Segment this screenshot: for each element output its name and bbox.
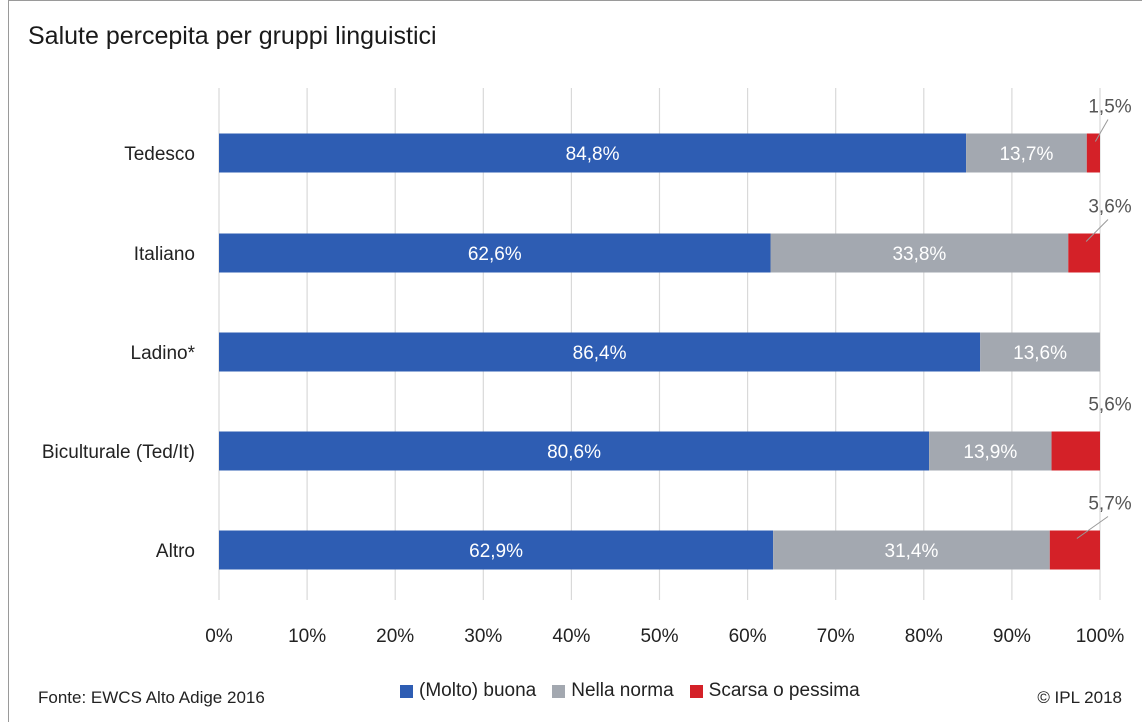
x-tick-label: 60%: [729, 626, 767, 647]
bar-segment: [1068, 233, 1100, 273]
legend-item-nella-norma: Nella norma: [552, 680, 674, 702]
legend-label-nella-norma: Nella norma: [571, 680, 674, 701]
x-tick-label: 90%: [993, 626, 1031, 647]
bar-value-label: 62,6%: [468, 244, 522, 265]
bar-segment: [773, 530, 1050, 570]
legend-swatch-molto-buona: [400, 684, 413, 698]
x-tick-label: 20%: [376, 626, 414, 647]
x-tick-label: 10%: [288, 626, 326, 647]
legend-swatch-scarsa: [689, 684, 703, 698]
bar-segment: [219, 332, 981, 372]
category-label: Altro: [156, 541, 195, 562]
category-label: Tedesco: [124, 144, 195, 165]
leader-line: [1094, 119, 1109, 142]
bar-value-label: 13,6%: [1013, 343, 1067, 364]
bar-value-label: 5,6%: [1088, 395, 1131, 416]
bar-segment: [219, 233, 771, 273]
bar-segment: [770, 233, 1069, 273]
bar-segment: [1051, 431, 1100, 471]
legend-swatch-nella-norma: [552, 684, 566, 698]
x-tick-label: 30%: [464, 626, 502, 647]
bar-segment: [966, 133, 1087, 173]
bar-value-label: 13,9%: [963, 442, 1017, 463]
x-tick-label: 80%: [905, 626, 943, 647]
bar-value-label: 3,6%: [1088, 197, 1131, 218]
category-label: Italiano: [134, 244, 195, 265]
bar-segment: [219, 133, 967, 173]
x-tick-label: 100%: [1076, 626, 1125, 647]
legend-item-scarsa: Scarsa o pessima: [689, 680, 860, 702]
bar-value-label: 33,8%: [892, 244, 946, 265]
bar-value-label: 31,4%: [885, 541, 939, 562]
legend: (Molto) buona Nella norma Scarsa o pessi…: [400, 680, 860, 702]
bar-segment: [1086, 133, 1100, 173]
x-tick-label: 0%: [205, 626, 233, 647]
bar-segment: [980, 332, 1100, 372]
bar-segment: [219, 530, 774, 570]
x-tick-label: 40%: [552, 626, 590, 647]
leader-line: [1085, 219, 1109, 242]
category-label: Biculturale (Ted/It): [42, 442, 195, 463]
source-note: Fonte: EWCS Alto Adige 2016: [38, 688, 265, 707]
chart-frame: [8, 0, 1142, 722]
bar-value-label: 86,4%: [573, 343, 627, 364]
copyright-note: © IPL 2018: [1037, 688, 1122, 707]
legend-item-molto-buona: (Molto) buona: [400, 680, 536, 702]
legend-label-molto-buona: (Molto) buona: [419, 680, 537, 701]
leader-line: [1076, 516, 1109, 539]
bar-value-label: 84,8%: [566, 144, 620, 165]
bar-segment: [1049, 530, 1100, 570]
x-tick-label: 50%: [640, 626, 678, 647]
bar-value-label: 1,5%: [1088, 97, 1131, 118]
x-tick-label: 70%: [817, 626, 855, 647]
bar-value-label: 13,7%: [999, 144, 1053, 165]
chart-title: Salute percepita per gruppi linguistici: [28, 22, 437, 50]
category-label: Ladino*: [131, 343, 196, 364]
bar-value-label: 80,6%: [547, 442, 601, 463]
bar-value-label: 62,9%: [469, 541, 523, 562]
bar-value-label: 5,7%: [1088, 494, 1131, 515]
bar-segment: [929, 431, 1052, 471]
legend-label-scarsa: Scarsa o pessima: [708, 680, 860, 701]
bar-segment: [219, 431, 930, 471]
